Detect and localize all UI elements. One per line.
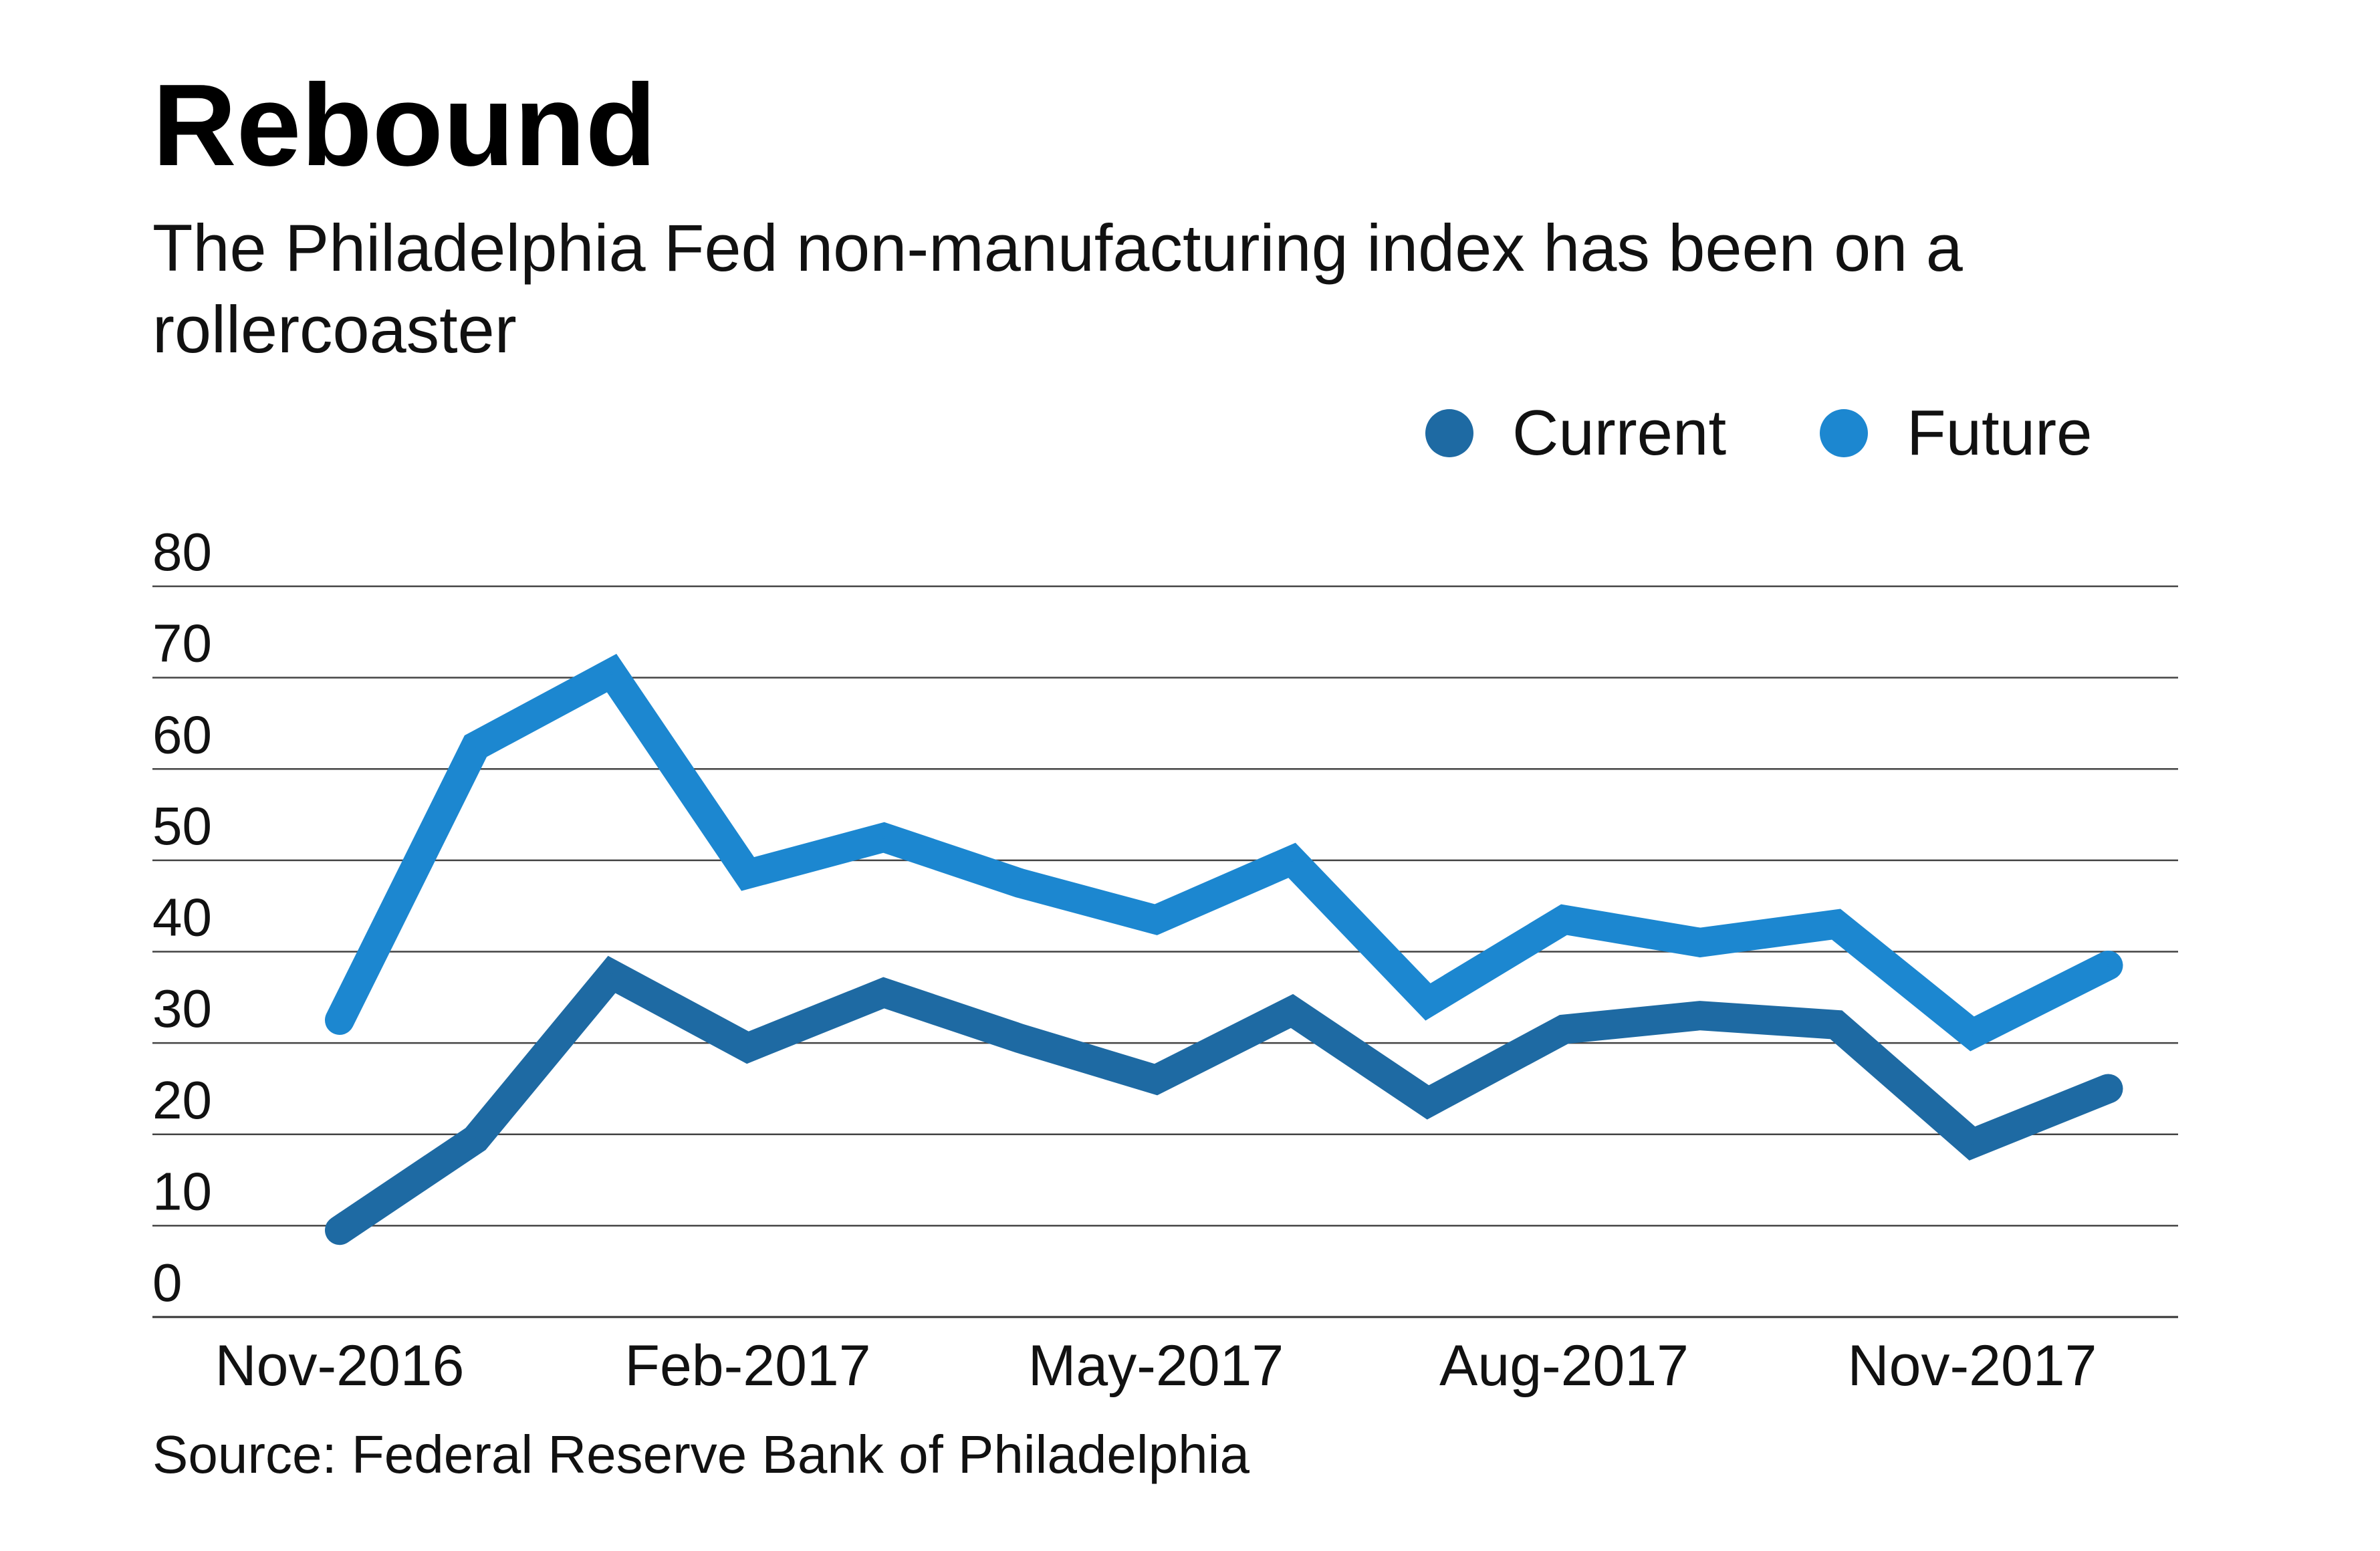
data-point-current [2107,1087,2110,1090]
data-point-future [1971,1032,1974,1036]
series-line-future [325,654,2123,1052]
y-tick-label: 10 [152,1161,212,1221]
data-point-future [1427,1000,1429,1003]
legend-swatch-current [1425,409,1473,457]
data-point-future [2107,963,2110,967]
data-point-future [1834,923,1838,926]
x-tick-label: May-2017 [1028,1334,1284,1398]
data-point-current [338,1229,341,1232]
x-axis-ticks: Nov-2016 Feb-2017 May-2017 Aug-2017 Nov-2017 [215,1334,2097,1398]
series-line-current [325,955,2123,1245]
data-point-future [1018,882,1022,885]
legend-label-future: Future [1907,397,2092,469]
data-point-future [338,1018,341,1022]
x-tick-label: Nov-2016 [215,1334,465,1398]
data-point-future [1562,918,1566,921]
data-point-current [1155,1078,1157,1081]
data-point-current [1971,1142,1974,1145]
data-point-current [474,1137,477,1141]
data-point-current [610,973,613,976]
data-point-current [1562,1028,1566,1031]
data-point-future [474,745,477,748]
legend-label-current: Current [1512,397,1726,469]
y-tick-label: 80 [152,522,212,582]
chart-subtitle: The Philadelphia Fed non-manufacturing i… [152,211,1963,366]
data-point-current [1699,1014,1701,1018]
data-point-current [882,991,885,994]
data-point-current [1427,1100,1429,1104]
legend-swatch-future [1820,409,1868,457]
x-tick-label: Feb-2017 [624,1334,870,1398]
data-point-future [746,872,749,876]
y-axis-ticks: 0 10 20 30 40 50 60 70 80 [152,522,212,1312]
source-note: Source: Federal Reserve Bank of Philadel… [152,1425,1250,1484]
data-point-future [1699,941,1701,944]
chart-title: Rebound [152,59,657,190]
data-point-future [1290,858,1294,862]
y-tick-label: 20 [152,1070,212,1130]
y-tick-label: 40 [152,888,212,947]
x-tick-label: Nov-2017 [1848,1334,2097,1398]
data-point-current [1290,1009,1294,1013]
y-tick-label: 0 [152,1253,183,1312]
y-tick-label: 50 [152,796,212,856]
data-point-future [1155,918,1157,921]
data-point-current [1834,1023,1838,1026]
x-tick-label: Aug-2017 [1439,1334,1689,1398]
y-tick-label: 30 [152,979,212,1038]
data-point-current [746,1046,749,1049]
data-point-current [1018,1037,1022,1040]
data-point-future [610,671,613,675]
y-tick-label: 70 [152,614,212,673]
data-point-future [882,836,885,839]
y-tick-label: 60 [152,705,212,764]
legend: Current Future [1425,397,2092,469]
series-lines [325,654,2123,1245]
